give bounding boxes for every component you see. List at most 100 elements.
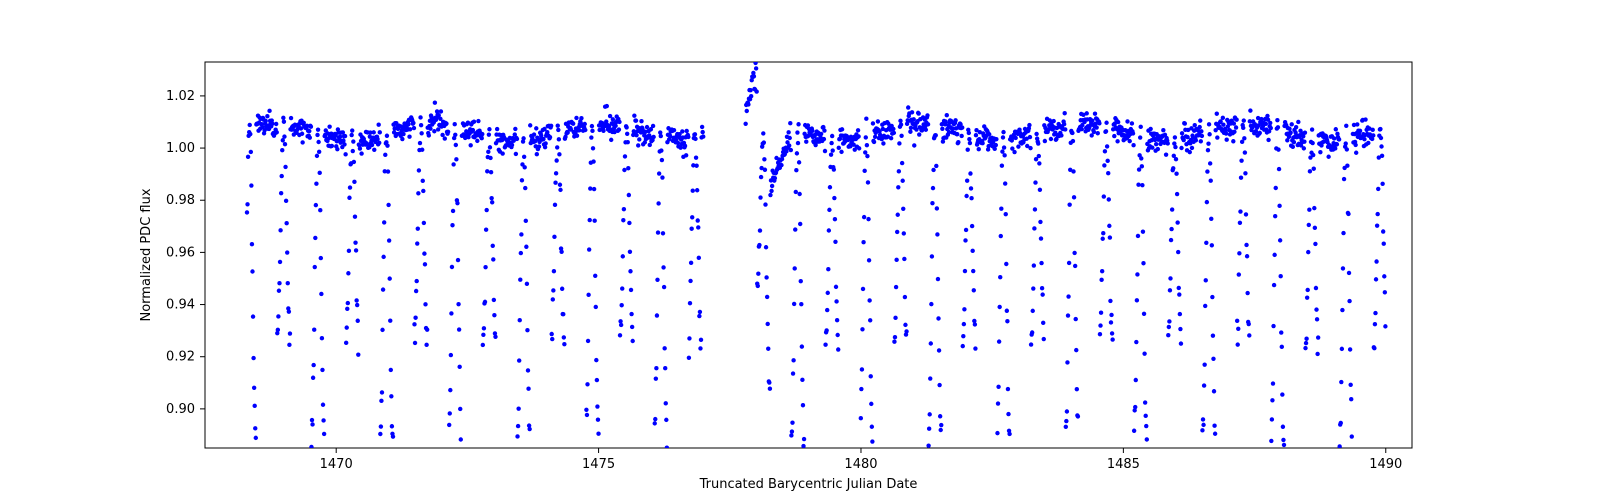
data-point (419, 123, 423, 127)
data-point (1142, 351, 1146, 355)
data-point (1098, 323, 1102, 327)
data-point (1064, 425, 1068, 429)
data-point (315, 154, 319, 158)
data-point (1169, 227, 1173, 231)
data-point (766, 347, 770, 351)
data-point (487, 132, 491, 136)
data-point (484, 208, 488, 212)
data-point (583, 122, 587, 126)
data-point (1178, 312, 1182, 316)
data-point (287, 343, 291, 347)
data-point (619, 323, 623, 327)
data-point (691, 189, 695, 193)
data-point (1264, 122, 1268, 126)
data-point (1041, 321, 1045, 325)
data-point (517, 358, 521, 362)
data-point (1243, 171, 1247, 175)
data-point (407, 134, 411, 138)
data-point (1076, 414, 1080, 418)
data-point (401, 132, 405, 136)
data-point (522, 155, 526, 159)
data-point (1027, 123, 1031, 127)
data-point (965, 179, 969, 183)
data-point (998, 275, 1002, 279)
data-point (1245, 254, 1249, 258)
data-point (1243, 150, 1247, 154)
data-point (790, 429, 794, 433)
y-tick-label: 0.92 (166, 350, 195, 365)
data-point (1281, 425, 1285, 429)
data-point (450, 223, 454, 227)
data-point (1190, 146, 1194, 150)
data-point (1030, 330, 1034, 334)
data-point (1139, 125, 1143, 129)
data-point (896, 185, 900, 189)
data-point (904, 329, 908, 333)
data-point (1105, 144, 1109, 148)
data-point (491, 257, 495, 261)
data-point (662, 285, 666, 289)
data-point (1272, 283, 1276, 287)
data-point (768, 193, 772, 197)
data-point (311, 363, 315, 367)
data-point (824, 328, 828, 332)
data-point (626, 140, 630, 144)
data-point (335, 147, 339, 151)
data-point (867, 298, 871, 302)
data-point (282, 134, 286, 138)
data-point (1200, 134, 1204, 138)
data-point (382, 220, 386, 224)
data-point (935, 232, 939, 236)
data-point (758, 228, 762, 232)
data-point (300, 140, 304, 144)
data-point (1144, 414, 1148, 418)
data-point (1180, 131, 1184, 135)
data-point (1266, 138, 1270, 142)
data-point (1288, 130, 1292, 134)
data-point (1311, 153, 1315, 157)
data-point (1272, 253, 1276, 257)
data-point (327, 124, 331, 128)
data-point (1131, 143, 1135, 147)
data-point (629, 288, 633, 292)
data-point (377, 141, 381, 145)
data-point (765, 295, 769, 299)
data-point (1202, 383, 1206, 387)
data-point (939, 428, 943, 432)
data-point (856, 128, 860, 132)
data-point (514, 152, 518, 156)
data-point (1201, 417, 1205, 421)
data-point (450, 265, 454, 269)
data-point (488, 156, 492, 160)
data-point (418, 141, 422, 145)
data-point (973, 322, 977, 326)
data-point (592, 219, 596, 223)
data-points (245, 61, 1388, 458)
data-point (250, 269, 254, 273)
data-point (1071, 169, 1075, 173)
data-point (453, 122, 457, 126)
data-point (1145, 437, 1149, 441)
data-point (659, 134, 663, 138)
data-point (1236, 342, 1240, 346)
data-point (1382, 274, 1386, 278)
data-point (621, 254, 625, 258)
data-point (591, 159, 595, 163)
data-point (1344, 124, 1348, 128)
data-point (553, 180, 557, 184)
data-point (344, 341, 348, 345)
data-point (862, 169, 866, 173)
data-point (926, 443, 930, 447)
data-point (283, 165, 287, 169)
data-point (245, 210, 249, 214)
data-point (1235, 319, 1239, 323)
data-point (793, 227, 797, 231)
data-point (1038, 220, 1042, 224)
data-point (557, 152, 561, 156)
data-point (934, 133, 938, 137)
data-point (1166, 141, 1170, 145)
data-point (861, 287, 865, 291)
data-point (893, 335, 897, 339)
data-point (320, 368, 324, 372)
data-point (961, 344, 965, 348)
